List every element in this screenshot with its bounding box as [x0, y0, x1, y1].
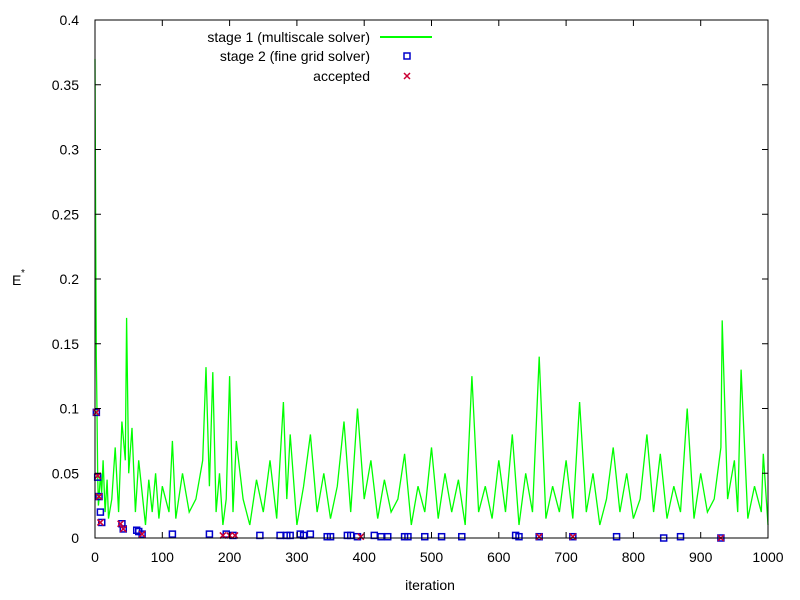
point-stage2: [205, 530, 214, 538]
point-accepted: [219, 531, 227, 539]
point-stage2: [384, 532, 392, 541]
point-stage2: [326, 532, 335, 541]
point-accepted: [231, 531, 239, 539]
x-axis-label: iteration: [405, 577, 455, 593]
y-tick-label: 0: [71, 530, 79, 546]
point-accepted-stroke: [535, 533, 543, 541]
point-accepted-stroke: [96, 518, 104, 526]
point-stage2: [612, 532, 621, 541]
axes: 0 100 200 300 400 500 600 700 800 900 1000 0 0.05 0.1…: [12, 12, 784, 593]
x-tick-label: 100: [151, 549, 175, 565]
legend-swatch-accepted: [403, 72, 411, 80]
legend-label: stage 1 (multiscale solver): [207, 29, 370, 45]
x-tick-label: 800: [622, 549, 646, 565]
point-accepted: [569, 533, 577, 541]
point-stage2: [306, 530, 315, 538]
point-stage2: [421, 532, 429, 541]
point-accepted: [138, 530, 146, 538]
point-stage2: [404, 532, 412, 541]
point-accepted-stroke: [219, 531, 227, 539]
x-tick-label: 0: [91, 549, 99, 565]
point-stage2: [96, 508, 105, 516]
x-tick-label: 1000: [752, 549, 783, 565]
y-tick-label: 0.35: [52, 77, 79, 93]
point-stage2: [569, 532, 577, 541]
point-accepted: [94, 472, 102, 480]
legend-label: accepted: [313, 68, 370, 84]
point-accepted: [119, 525, 127, 533]
point-accepted-stroke: [231, 531, 239, 539]
point-stage2: [437, 532, 446, 541]
x-tick-label: 600: [487, 549, 511, 565]
y-axis-label: E: [12, 272, 21, 288]
y-axis-label-superscript: *: [21, 268, 25, 279]
point-accepted: [92, 408, 100, 416]
point-accepted-stroke: [94, 472, 102, 480]
y-tick-label: 0.3: [60, 142, 80, 158]
point-stage2: [168, 530, 177, 538]
y-tick-label: 0.2: [60, 271, 80, 287]
point-accepted: [95, 493, 103, 501]
x-tick-label: 500: [420, 549, 444, 565]
point-accepted-stroke: [95, 493, 103, 501]
y-tick-label: 0.25: [52, 206, 79, 222]
point-accepted-stroke: [569, 533, 577, 541]
x-tick-label: 300: [285, 549, 309, 565]
y-tick-label: 0.4: [60, 12, 80, 28]
point-stage2: [92, 408, 101, 417]
point-accepted-stroke: [138, 530, 146, 538]
point-accepted-stroke: [117, 520, 125, 528]
legend-label: stage 2 (fine grid solver): [220, 48, 370, 64]
point-stage2: [458, 532, 466, 541]
y-tick-label: 0.05: [52, 465, 79, 481]
point-stage2: [515, 532, 523, 541]
point-accepted-stroke: [92, 408, 100, 416]
y-tick-label: 0.1: [60, 401, 80, 417]
point-stage2: [97, 518, 106, 527]
x-tick-label: 400: [353, 549, 377, 565]
point-stage2: [95, 492, 103, 501]
x-tick-label: 700: [554, 549, 578, 565]
legend: stage 1 (multiscale solver) stage 2 (fine…: [207, 29, 432, 84]
point-stage2: [132, 526, 141, 534]
legend-swatch-stroke: [403, 72, 411, 80]
point-stage2: [138, 530, 146, 538]
point-stage2: [535, 532, 543, 541]
legend-swatch-stage2: [403, 52, 411, 60]
plot-area: [92, 58, 769, 542]
point-accepted: [535, 533, 543, 541]
point-accepted: [96, 518, 104, 526]
y-tick-label: 0.15: [52, 336, 79, 352]
x-tick-label: 900: [689, 549, 713, 565]
point-stage2: [377, 532, 385, 541]
point-accepted-stroke: [119, 525, 127, 533]
point-accepted: [357, 533, 365, 541]
point-stage2: [676, 532, 685, 541]
series-line-stage1: [94, 58, 769, 526]
plot-frame: [94, 19, 769, 539]
point-accepted-stroke: [357, 533, 365, 541]
point-accepted: [117, 520, 125, 528]
x-tick-label: 200: [218, 549, 242, 565]
